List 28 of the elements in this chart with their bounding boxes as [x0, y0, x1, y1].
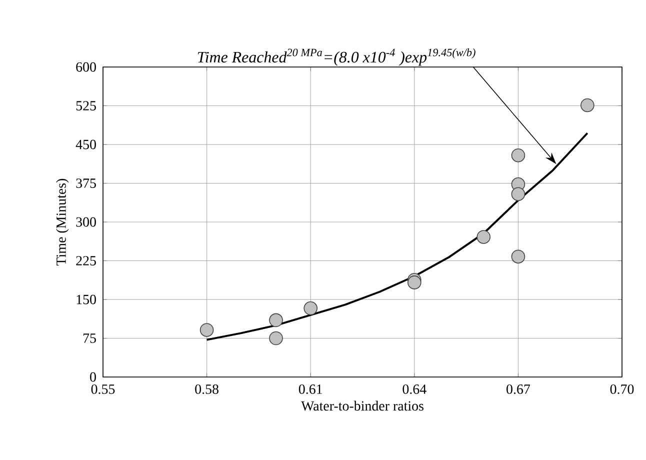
x-tick-label: 0.67 — [506, 384, 530, 394]
point — [511, 250, 526, 264]
point — [511, 187, 526, 201]
y-tick-label: 150 — [76, 294, 96, 304]
point — [269, 313, 283, 328]
y-tick-label: 75 — [83, 334, 96, 343]
point — [269, 331, 283, 346]
x-tick-label: 0.55 — [91, 384, 115, 394]
y-tick-label: 0 — [90, 372, 96, 382]
point — [304, 301, 318, 316]
y-tick-label: 300 — [76, 217, 96, 227]
x-tick-label: 0.58 — [195, 384, 218, 394]
y-tick-label: 600 — [76, 62, 96, 72]
x-tick-label: 0.70 — [610, 384, 634, 394]
y-tick-label: 525 — [76, 101, 96, 110]
annotation: Time Reached$^{20 MPa}$=(8.0 x10$^{-4}$ )exp$^{19.45(w/b)}$ — [198, 48, 476, 66]
point — [476, 230, 490, 244]
x-axis-title: Water-to-binder ratios — [301, 400, 424, 411]
point — [408, 276, 422, 290]
point — [511, 148, 526, 162]
point — [580, 98, 594, 112]
x-tick-label: 0.64 — [402, 384, 426, 394]
y-tick-label: 450 — [76, 140, 96, 150]
y-tick-label: 225 — [76, 256, 96, 266]
y-tick-label: 375 — [76, 178, 96, 188]
y-axis-title: Time (Minutes) — [56, 178, 69, 266]
x-tick-label: 0.61 — [298, 384, 322, 394]
point — [200, 323, 214, 337]
